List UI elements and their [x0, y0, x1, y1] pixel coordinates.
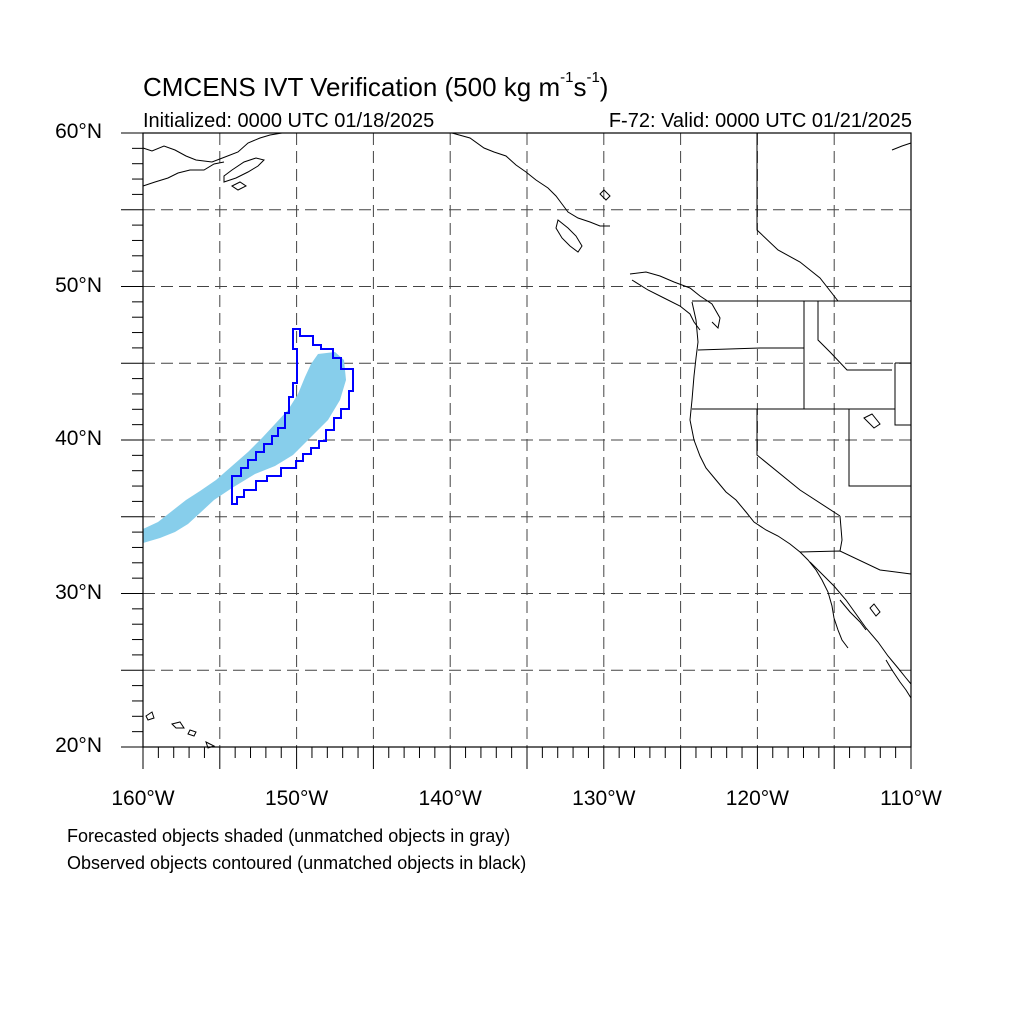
- valid-time-label: F-72: Valid: 0000 UTC 01/21/2025: [608, 110, 912, 132]
- y-tick-label: 20°N: [55, 734, 102, 757]
- map-title: CMCENS IVT Verification (500 kg m-1s-1): [143, 69, 609, 102]
- axis-ticks: [121, 132, 912, 769]
- y-tick-label: 30°N: [55, 580, 102, 604]
- y-tick-label: 40°N: [55, 427, 102, 450]
- x-tick-label: 110°W: [880, 787, 942, 810]
- forecast-object-shaded: [143, 352, 346, 543]
- map-frame: [142, 132, 912, 748]
- forecast-legend-note: Forecasted objects shaded (unmatched obj…: [67, 826, 511, 846]
- y-tick-label: 50°N: [55, 273, 102, 297]
- observed-legend-note: Observed objects contoured (unmatched ob…: [67, 853, 527, 873]
- x-tick-label: 160°W: [111, 787, 175, 810]
- coastlines: [142, 132, 912, 749]
- grid-lines: [143, 133, 911, 747]
- observed-object-contour: [231, 328, 354, 505]
- y-tick-label: 60°N: [55, 120, 102, 143]
- x-tick-label: 150°W: [264, 787, 329, 810]
- us-west-coast: [689, 301, 849, 649]
- x-tick-label: 130°W: [572, 787, 636, 810]
- alaska-coast: [142, 132, 283, 163]
- x-tick-label: 120°W: [725, 787, 790, 810]
- initialized-label: Initialized: 0000 UTC 01/18/2025: [143, 110, 435, 132]
- bc-coast: [451, 132, 610, 227]
- x-tick-label: 140°W: [418, 787, 482, 810]
- state-borders: [692, 133, 912, 575]
